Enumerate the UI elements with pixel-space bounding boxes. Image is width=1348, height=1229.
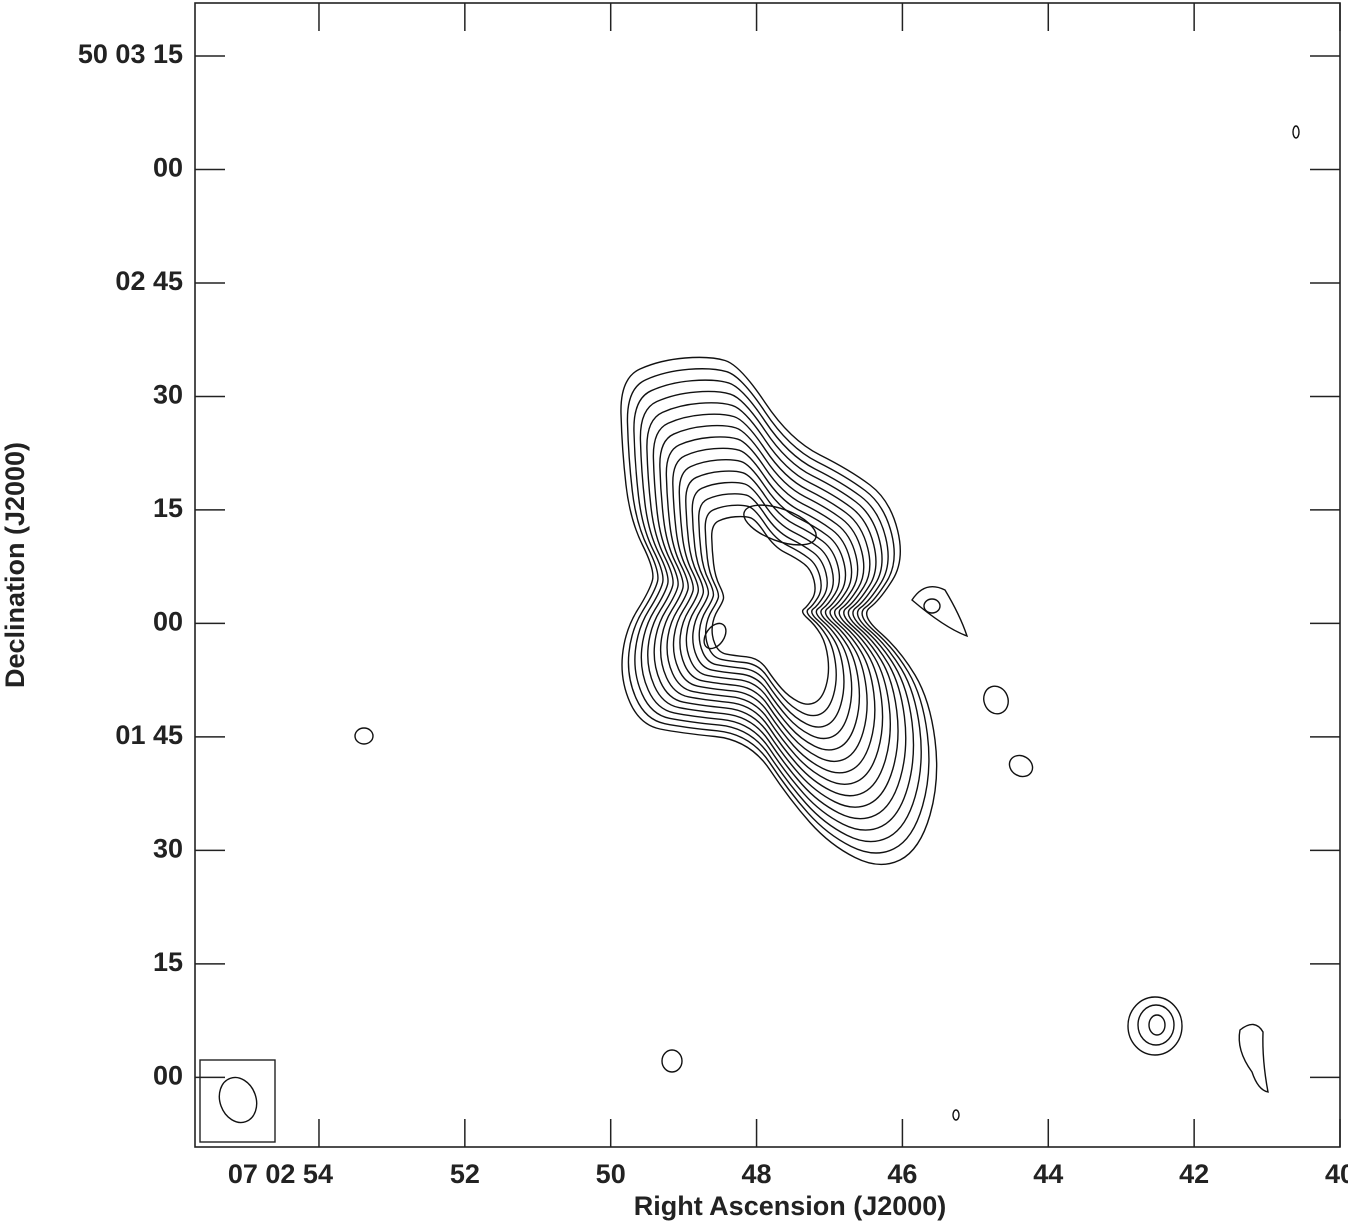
source-contour: [952, 1109, 960, 1121]
source-contour: [1137, 1004, 1175, 1046]
x-tick-label: 42: [1179, 1159, 1209, 1189]
source-contour: [661, 1049, 683, 1073]
contour-line: [652, 413, 899, 808]
contour-line: [646, 402, 907, 820]
contour-line: [691, 481, 853, 740]
contour-line: [672, 447, 876, 774]
y-tick-label: 30: [153, 380, 183, 410]
peak-contour: [743, 504, 817, 546]
contour-line: [633, 379, 922, 843]
contour-line: [704, 504, 837, 717]
y-tick-label: 00: [153, 607, 183, 637]
y-tick-label: 00: [153, 153, 183, 183]
y-axis-label: Declination (J2000): [0, 442, 30, 688]
peak-contour: [703, 622, 727, 650]
source-contour: [1238, 1023, 1269, 1093]
contour-line: [698, 493, 845, 728]
beam-ellipse: [218, 1076, 258, 1124]
x-axis-label: Right Ascension (J2000): [634, 1191, 947, 1221]
x-tick-label: 48: [742, 1159, 772, 1189]
source-contour: [1148, 1014, 1166, 1036]
main-source: [620, 356, 938, 866]
x-tick-label: 52: [450, 1159, 480, 1189]
y-tick-label: 30: [153, 834, 183, 864]
x-tick-label: 44: [1033, 1159, 1063, 1189]
x-tick-label: 50: [596, 1159, 626, 1189]
x-tick-label: 46: [887, 1159, 917, 1189]
contour-line: [626, 368, 930, 854]
source-contour: [1127, 996, 1183, 1056]
beam: [199, 1059, 276, 1143]
source-contour: [983, 685, 1009, 715]
source-contour: [1008, 754, 1034, 778]
contour-line: [639, 390, 915, 831]
plot-frame: [194, 2, 1341, 1148]
x-tick-label: 40: [1325, 1159, 1348, 1189]
y-tick-label: 02 45: [115, 266, 183, 296]
y-tick-label: 00: [153, 1061, 183, 1091]
source-contour: [354, 727, 374, 745]
y-tick-label: 01 45: [115, 720, 183, 750]
source-contour: [1292, 125, 1300, 139]
contour-line: [665, 436, 884, 785]
y-tick-label: 15: [153, 947, 183, 977]
contour-line: [678, 459, 868, 763]
contour-line: [659, 424, 891, 797]
y-tick-label: 50 03 15: [78, 39, 183, 69]
x-tick-label: 07 02 54: [228, 1159, 333, 1189]
contour-line: [620, 356, 938, 866]
source-contour: [923, 598, 941, 614]
contours: [354, 125, 1300, 1121]
contour-line: [711, 515, 830, 705]
y-tick-label: 15: [153, 493, 183, 523]
source-contour: [911, 586, 969, 638]
beam-box: [199, 1059, 276, 1143]
